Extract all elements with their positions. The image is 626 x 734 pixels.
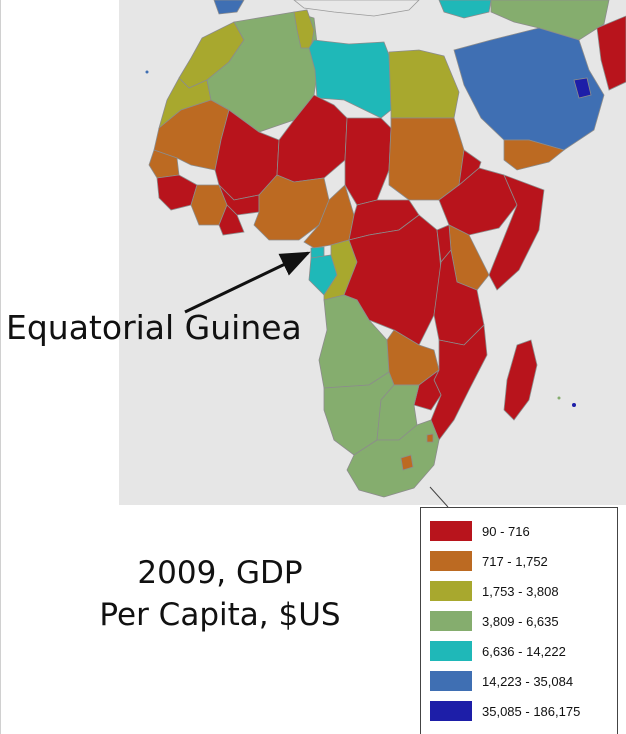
region-arabia xyxy=(453,27,605,151)
region-yemen xyxy=(503,139,565,171)
region-sudan xyxy=(388,117,465,201)
region-madagascar xyxy=(503,339,538,421)
region-swaziland xyxy=(426,433,434,443)
legend-label: 3,809 - 6,635 xyxy=(482,613,559,629)
legend-swatch xyxy=(430,671,472,691)
map-caption: 2009, GDP Per Capita, $US xyxy=(40,552,400,636)
region-island-mauritius xyxy=(557,396,561,400)
legend-swatch xyxy=(430,521,472,541)
frame-edge xyxy=(0,0,1,734)
legend-item: 1,753 - 3,808 xyxy=(421,576,617,606)
region-egypt xyxy=(388,49,460,119)
region-turkey xyxy=(438,0,492,19)
legend-item: 717 - 1,752 xyxy=(421,546,617,576)
legend-label: 717 - 1,752 xyxy=(482,553,548,569)
legend-label: 90 - 716 xyxy=(482,523,530,539)
legend-swatch xyxy=(430,581,472,601)
region-island-canary xyxy=(145,70,149,74)
legend-item: 14,223 - 35,084 xyxy=(421,666,617,696)
legend-swatch xyxy=(430,641,472,661)
caption-line-1: 2009, GDP xyxy=(137,555,303,591)
region-chad xyxy=(344,117,392,206)
legend-swatch xyxy=(430,551,472,571)
legend-swatch xyxy=(430,701,472,721)
region-ghana-togo xyxy=(218,204,245,236)
region-south-africa xyxy=(346,419,440,498)
legend-label: 35,085 - 186,175 xyxy=(482,703,581,719)
region-gulf xyxy=(573,77,592,99)
legend-item: 6,636 - 14,222 xyxy=(421,636,617,666)
legend-label: 6,636 - 14,222 xyxy=(482,643,566,659)
region-island-seychelles xyxy=(572,403,576,407)
region-eritrea xyxy=(458,149,482,186)
legend-item: 35,085 - 186,175 xyxy=(421,696,617,726)
region-lesotho xyxy=(400,454,414,471)
region-iran-edge xyxy=(596,15,626,91)
legend-swatch xyxy=(430,611,472,631)
equatorial-guinea-label: Equatorial Guinea xyxy=(6,308,302,347)
region-somalia xyxy=(488,174,545,291)
map-svg xyxy=(145,0,626,498)
region-europe-west xyxy=(213,0,245,15)
caption-line-2: Per Capita, $US xyxy=(99,597,341,633)
africa-gdp-map xyxy=(119,0,626,505)
legend-item: 90 - 716 xyxy=(421,516,617,546)
legend: 90 - 716 717 - 1,752 1,753 - 3,808 3,809… xyxy=(420,507,618,734)
legend-label: 1,753 - 3,808 xyxy=(482,583,559,599)
legend-label: 14,223 - 35,084 xyxy=(482,673,574,689)
legend-item: 3,809 - 6,635 xyxy=(421,606,617,636)
region-europe-south xyxy=(293,0,420,17)
